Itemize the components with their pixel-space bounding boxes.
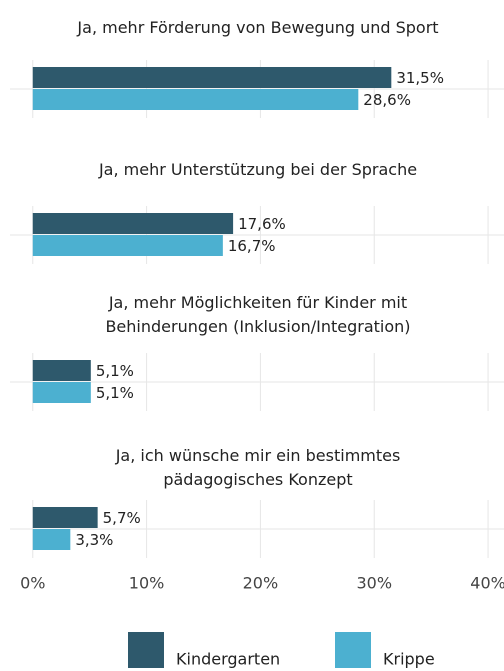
- value-label: 5,7%: [103, 509, 141, 527]
- bar: [32, 89, 359, 110]
- panel-title: Ja, ich wünsche mir ein bestimmtes pädag…: [115, 446, 401, 489]
- value-label: 3,3%: [75, 531, 113, 549]
- value-label: 28,6%: [363, 91, 411, 109]
- x-tick-label: 30%: [356, 574, 392, 593]
- panel-title: Ja, mehr Unterstützung bei der Sprache: [98, 160, 418, 179]
- bar: [32, 67, 392, 88]
- legend-swatch: [128, 632, 164, 668]
- x-tick-label: 0%: [20, 574, 45, 593]
- legend-swatch: [335, 632, 371, 668]
- bar: [32, 507, 98, 528]
- value-label: 5,1%: [96, 362, 134, 380]
- x-tick-label: 10%: [129, 574, 165, 593]
- value-label: 16,7%: [228, 237, 276, 255]
- panel-title: Ja, mehr Förderung von Bewegung und Spor…: [77, 18, 439, 37]
- bar: [32, 213, 234, 234]
- bar: [32, 382, 91, 403]
- bar: [32, 235, 223, 256]
- x-tick-label: 20%: [243, 574, 279, 593]
- bar: [32, 360, 91, 381]
- panel-title: Ja, mehr Möglichkeiten für Kinder mit Be…: [105, 293, 411, 336]
- legend-label: Krippe: [383, 650, 435, 669]
- bar: [32, 529, 71, 550]
- value-label: 17,6%: [238, 215, 286, 233]
- value-label: 5,1%: [96, 384, 134, 402]
- legend-label: Kindergarten: [176, 650, 280, 669]
- value-label: 31,5%: [396, 69, 444, 87]
- x-tick-label: 40%: [470, 574, 504, 593]
